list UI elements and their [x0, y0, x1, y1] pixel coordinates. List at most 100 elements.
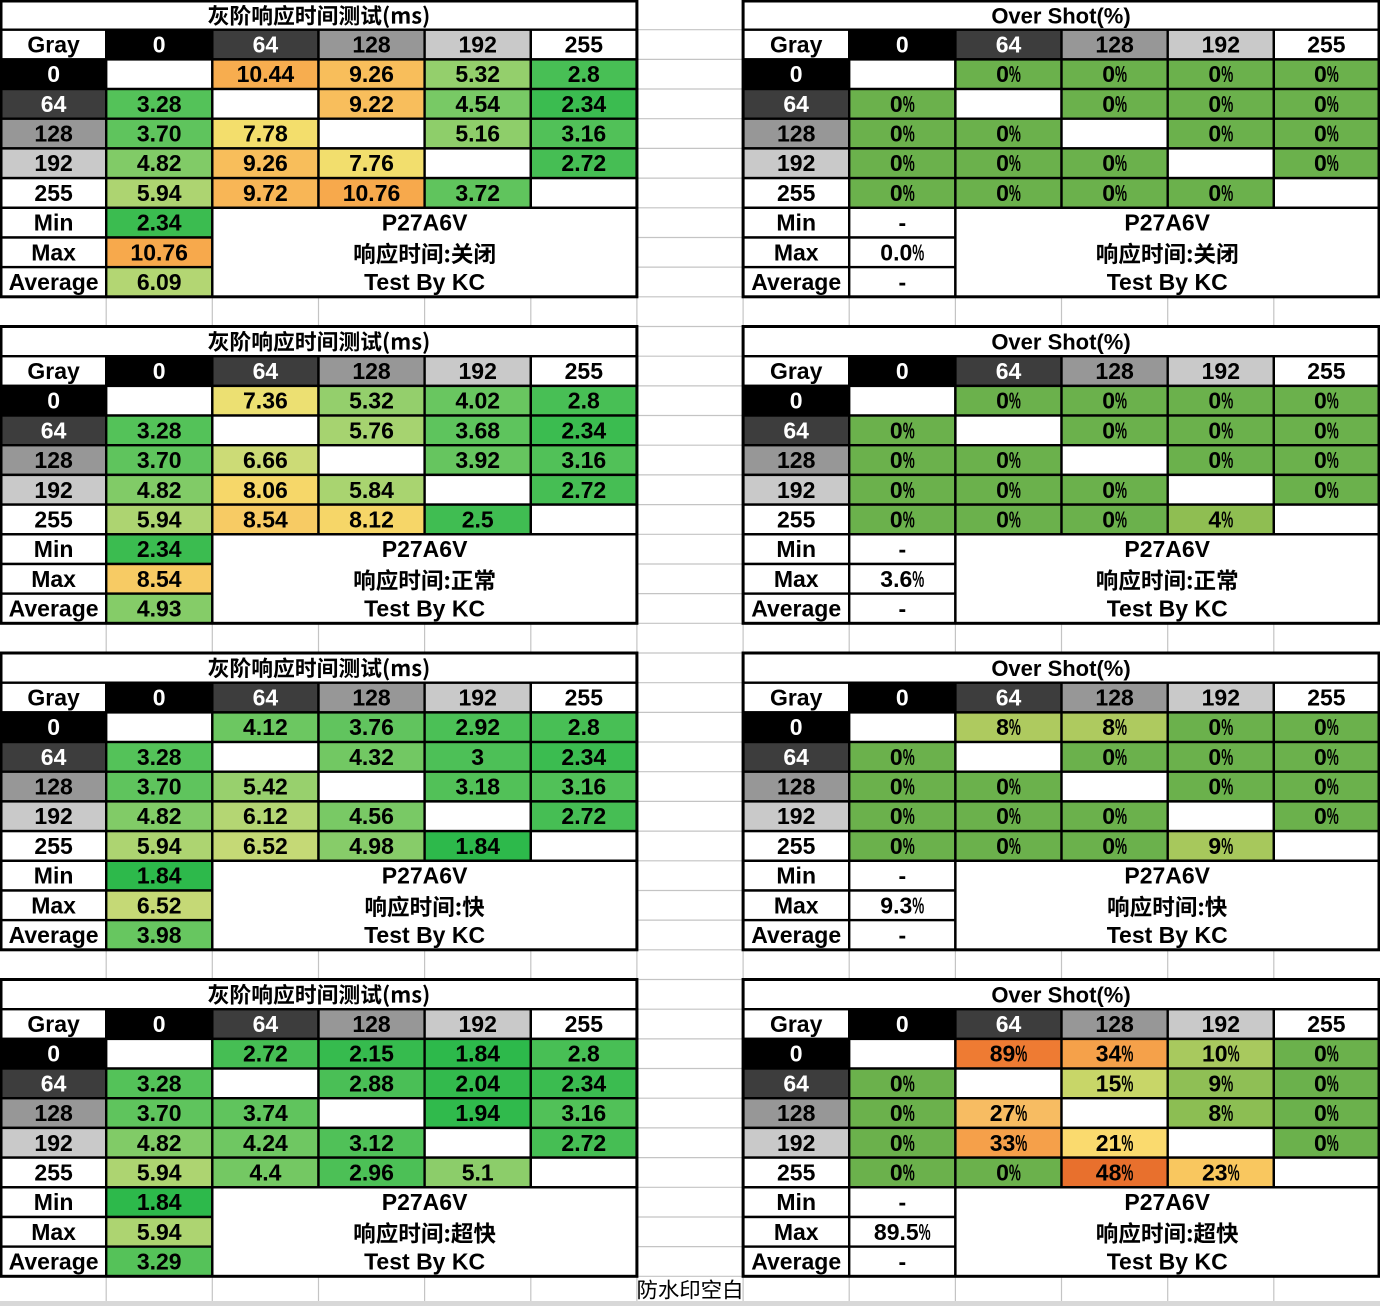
svg-text:0%: 0%: [1208, 714, 1233, 740]
svg-text:Over Shot(%): Over Shot(%): [991, 982, 1130, 1007]
svg-text:6.52: 6.52: [137, 892, 182, 918]
svg-text:10.76: 10.76: [130, 239, 188, 265]
svg-text:0%: 0%: [1314, 744, 1339, 770]
svg-text:0%: 0%: [1314, 61, 1339, 87]
svg-text:Max: Max: [31, 892, 76, 918]
svg-text:Gray: Gray: [770, 358, 823, 384]
svg-text:0%: 0%: [1208, 91, 1233, 117]
svg-text:0: 0: [153, 1011, 166, 1037]
svg-text:0%: 0%: [1314, 803, 1339, 829]
svg-text:0: 0: [153, 32, 166, 58]
svg-text:128: 128: [352, 1011, 391, 1037]
svg-text:5.94: 5.94: [137, 180, 182, 206]
svg-text:0%: 0%: [1314, 388, 1339, 414]
svg-text:192: 192: [34, 1130, 72, 1156]
svg-text:3.28: 3.28: [137, 744, 182, 770]
svg-text:27%: 27%: [990, 1100, 1028, 1126]
svg-text:5.16: 5.16: [455, 121, 500, 147]
svg-text:Min: Min: [776, 1189, 816, 1215]
svg-text:0%: 0%: [890, 121, 915, 147]
svg-text:0%: 0%: [890, 150, 915, 176]
svg-text:5.84: 5.84: [349, 477, 394, 503]
svg-text:255: 255: [34, 1159, 73, 1185]
svg-text:9.26: 9.26: [349, 61, 394, 87]
svg-text:5.42: 5.42: [243, 774, 288, 800]
svg-text:0: 0: [896, 358, 909, 384]
svg-text:2.72: 2.72: [243, 1041, 288, 1067]
svg-text:2.72: 2.72: [561, 1130, 606, 1156]
svg-text:3.70: 3.70: [137, 447, 182, 473]
svg-text:0%: 0%: [996, 150, 1021, 176]
svg-text:4.56: 4.56: [349, 803, 394, 829]
svg-text:Max: Max: [774, 892, 819, 918]
svg-text:P27A6V: P27A6V: [1124, 863, 1210, 889]
svg-text:64: 64: [253, 685, 279, 711]
svg-text:1.84: 1.84: [137, 863, 182, 889]
svg-text:0: 0: [47, 714, 60, 740]
svg-text:0%: 0%: [890, 417, 915, 443]
svg-text:128: 128: [777, 774, 816, 800]
svg-text:0%: 0%: [1314, 417, 1339, 443]
svg-text:128: 128: [777, 447, 816, 473]
svg-text:192: 192: [459, 1011, 497, 1037]
svg-text:3.12: 3.12: [349, 1130, 394, 1156]
svg-text:3.98: 3.98: [137, 922, 182, 948]
svg-text:64: 64: [41, 1070, 67, 1096]
svg-text:Test By KC: Test By KC: [1107, 922, 1228, 948]
svg-text:5.94: 5.94: [137, 833, 182, 859]
svg-text:0%: 0%: [1102, 506, 1127, 532]
svg-text:2.8: 2.8: [568, 714, 600, 740]
svg-text:4.24: 4.24: [243, 1130, 288, 1156]
svg-text:0%: 0%: [890, 477, 915, 503]
svg-text:0%: 0%: [1314, 1070, 1339, 1096]
svg-text:P27A6V: P27A6V: [382, 536, 468, 562]
svg-text:0: 0: [47, 1041, 60, 1067]
svg-text:128: 128: [1095, 685, 1134, 711]
svg-text:P27A6V: P27A6V: [1124, 536, 1210, 562]
svg-text:-: -: [898, 210, 906, 236]
svg-text:Gray: Gray: [770, 32, 823, 58]
svg-text:0%: 0%: [1314, 714, 1339, 740]
svg-text:1.84: 1.84: [455, 1041, 500, 1067]
svg-text:3.16: 3.16: [561, 774, 606, 800]
svg-text:Min: Min: [34, 536, 74, 562]
svg-text:Test By KC: Test By KC: [364, 269, 485, 295]
svg-text:0%: 0%: [1102, 833, 1127, 859]
svg-text:0%: 0%: [1102, 150, 1127, 176]
svg-text:0%: 0%: [1208, 744, 1233, 770]
svg-text:192: 192: [777, 803, 815, 829]
svg-text:-: -: [898, 1189, 906, 1215]
svg-text:0%: 0%: [890, 447, 915, 473]
svg-text:9%: 9%: [1208, 1070, 1233, 1096]
svg-text:192: 192: [34, 803, 72, 829]
svg-text:255: 255: [565, 358, 604, 384]
svg-text:Test By KC: Test By KC: [1107, 269, 1228, 295]
svg-text:0%: 0%: [1208, 417, 1233, 443]
svg-text:0%: 0%: [1314, 774, 1339, 800]
svg-text:-: -: [898, 269, 906, 295]
svg-text:Test By KC: Test By KC: [364, 596, 485, 622]
svg-text:2.92: 2.92: [455, 714, 500, 740]
svg-text:Over Shot(%): Over Shot(%): [991, 656, 1130, 681]
svg-text:255: 255: [777, 180, 816, 206]
svg-text:0%: 0%: [1208, 388, 1233, 414]
svg-text:2.72: 2.72: [561, 150, 606, 176]
svg-text:0%: 0%: [1208, 180, 1233, 206]
svg-text:0%: 0%: [1314, 1130, 1339, 1156]
svg-text:Gray: Gray: [770, 685, 823, 711]
svg-text:128: 128: [34, 447, 73, 473]
svg-text:64: 64: [41, 91, 67, 117]
svg-text:P27A6V: P27A6V: [382, 863, 468, 889]
svg-text:48%: 48%: [1096, 1159, 1134, 1185]
svg-text:2.72: 2.72: [561, 477, 606, 503]
svg-text:Average: Average: [9, 922, 99, 948]
svg-text:8.54: 8.54: [243, 506, 288, 532]
svg-text:Min: Min: [34, 863, 74, 889]
svg-text:2.8: 2.8: [568, 388, 600, 414]
svg-text:2.04: 2.04: [455, 1070, 500, 1096]
svg-text:Average: Average: [9, 269, 99, 295]
svg-text:Average: Average: [751, 1249, 841, 1275]
svg-text:Min: Min: [34, 210, 74, 236]
svg-text:64: 64: [996, 1011, 1022, 1037]
svg-text:Test By KC: Test By KC: [1107, 596, 1228, 622]
